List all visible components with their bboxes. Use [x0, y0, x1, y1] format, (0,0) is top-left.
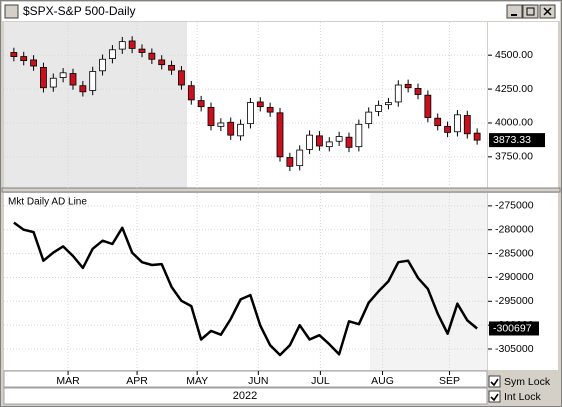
title-bar [2, 2, 560, 21]
price-axis-area [488, 22, 558, 188]
candle-body [365, 111, 373, 125]
price-shade [4, 22, 187, 188]
candle-body [306, 134, 313, 150]
checkmark [490, 393, 499, 402]
panel-splitter[interactable] [1, 187, 561, 193]
candle-body [444, 125, 451, 133]
candle-body [89, 71, 97, 91]
x-tick-label: AUG [371, 375, 394, 387]
candle-body [207, 106, 215, 127]
last-value-label: -300697 [493, 322, 532, 334]
candle-body [69, 73, 77, 86]
candle-body [256, 101, 264, 108]
checkmark [490, 378, 499, 387]
candle-body [187, 85, 195, 101]
candle-body [266, 106, 274, 113]
candle-body [158, 59, 166, 66]
checkbox-label: Sym Lock [504, 376, 551, 388]
candle-body [375, 104, 382, 112]
candle-body [30, 59, 37, 67]
candle-body [394, 84, 402, 103]
ad-line [13, 221, 478, 357]
y-tick-label: -295000 [495, 295, 534, 307]
ad-title: Mkt Daily AD Line [8, 197, 87, 208]
controls: Sym Lock Int Lock [488, 375, 551, 403]
candle-body [59, 72, 67, 78]
y-tick-label: -280000 [495, 224, 534, 236]
y-tick-label: -285000 [495, 247, 534, 259]
last-value-box [489, 133, 545, 148]
candle-body [414, 88, 422, 95]
window-buttons[interactable] [506, 4, 556, 19]
candle-body [345, 136, 353, 148]
candle-body [138, 48, 146, 53]
x-year-label: 2022 [233, 390, 257, 402]
candle-body [385, 102, 392, 106]
checkbox[interactable] [488, 390, 501, 403]
candle-body [128, 40, 136, 49]
candle-body [286, 157, 294, 167]
x-tick-label: APR [126, 375, 148, 387]
candle-body [40, 66, 47, 89]
y-tick-label: -275000 [495, 200, 534, 212]
x-tick-label: JUL [311, 375, 330, 387]
window-icon [4, 4, 19, 19]
candle-body [178, 70, 185, 86]
close-icon [543, 7, 552, 16]
y-tick-label: 4000.00 [495, 117, 533, 129]
checkbox[interactable] [488, 375, 501, 388]
candle-body [276, 112, 284, 158]
candle-body [296, 149, 304, 167]
maximize-icon [526, 7, 535, 16]
candle-body [197, 100, 205, 108]
last-value-label: 3873.33 [493, 134, 531, 146]
candle-body [227, 121, 235, 136]
window-title: $SPX-S&P 500-Daily [23, 4, 136, 18]
candle-body [20, 56, 28, 62]
x-tick-label: MAR [56, 375, 80, 387]
y-tick-label: 4250.00 [495, 83, 533, 95]
minimize-button[interactable] [506, 4, 523, 19]
y-tick-label: -290000 [495, 271, 534, 283]
candle-body [434, 117, 442, 127]
y-tick-label: 3750.00 [495, 151, 533, 163]
candle-body [79, 85, 87, 93]
candle-body [454, 114, 461, 133]
x-tick-label: MAY [186, 375, 208, 387]
y-tick-label: -305000 [495, 343, 534, 355]
candle-body [10, 52, 18, 57]
candle-body [325, 141, 333, 148]
checkbox-label: Int Lock [504, 391, 542, 403]
candle-body [355, 123, 363, 148]
candle-body [404, 83, 412, 89]
candle-body [247, 102, 254, 125]
candle-body [109, 49, 116, 59]
x-tick-label: JUN [248, 375, 268, 387]
candle-body [473, 132, 481, 141]
candle-body [99, 58, 106, 72]
candle-body [49, 77, 57, 88]
ad-axis-area [488, 193, 558, 370]
candle-body [148, 52, 156, 60]
candle-body [424, 94, 432, 118]
y-tick-label: 4500.00 [495, 49, 533, 61]
candle-body [118, 41, 126, 50]
x-axis-strip [3, 370, 488, 388]
candle-body [217, 122, 225, 127]
candle-body [335, 136, 343, 142]
last-value-box [489, 321, 539, 336]
candle-body [237, 123, 244, 137]
candle-body [316, 135, 323, 147]
x-tick-label: SEP [439, 375, 460, 387]
candle-body [168, 64, 175, 71]
maximize-button[interactable] [522, 4, 539, 19]
year-strip [3, 387, 488, 405]
candle-body [463, 115, 471, 135]
